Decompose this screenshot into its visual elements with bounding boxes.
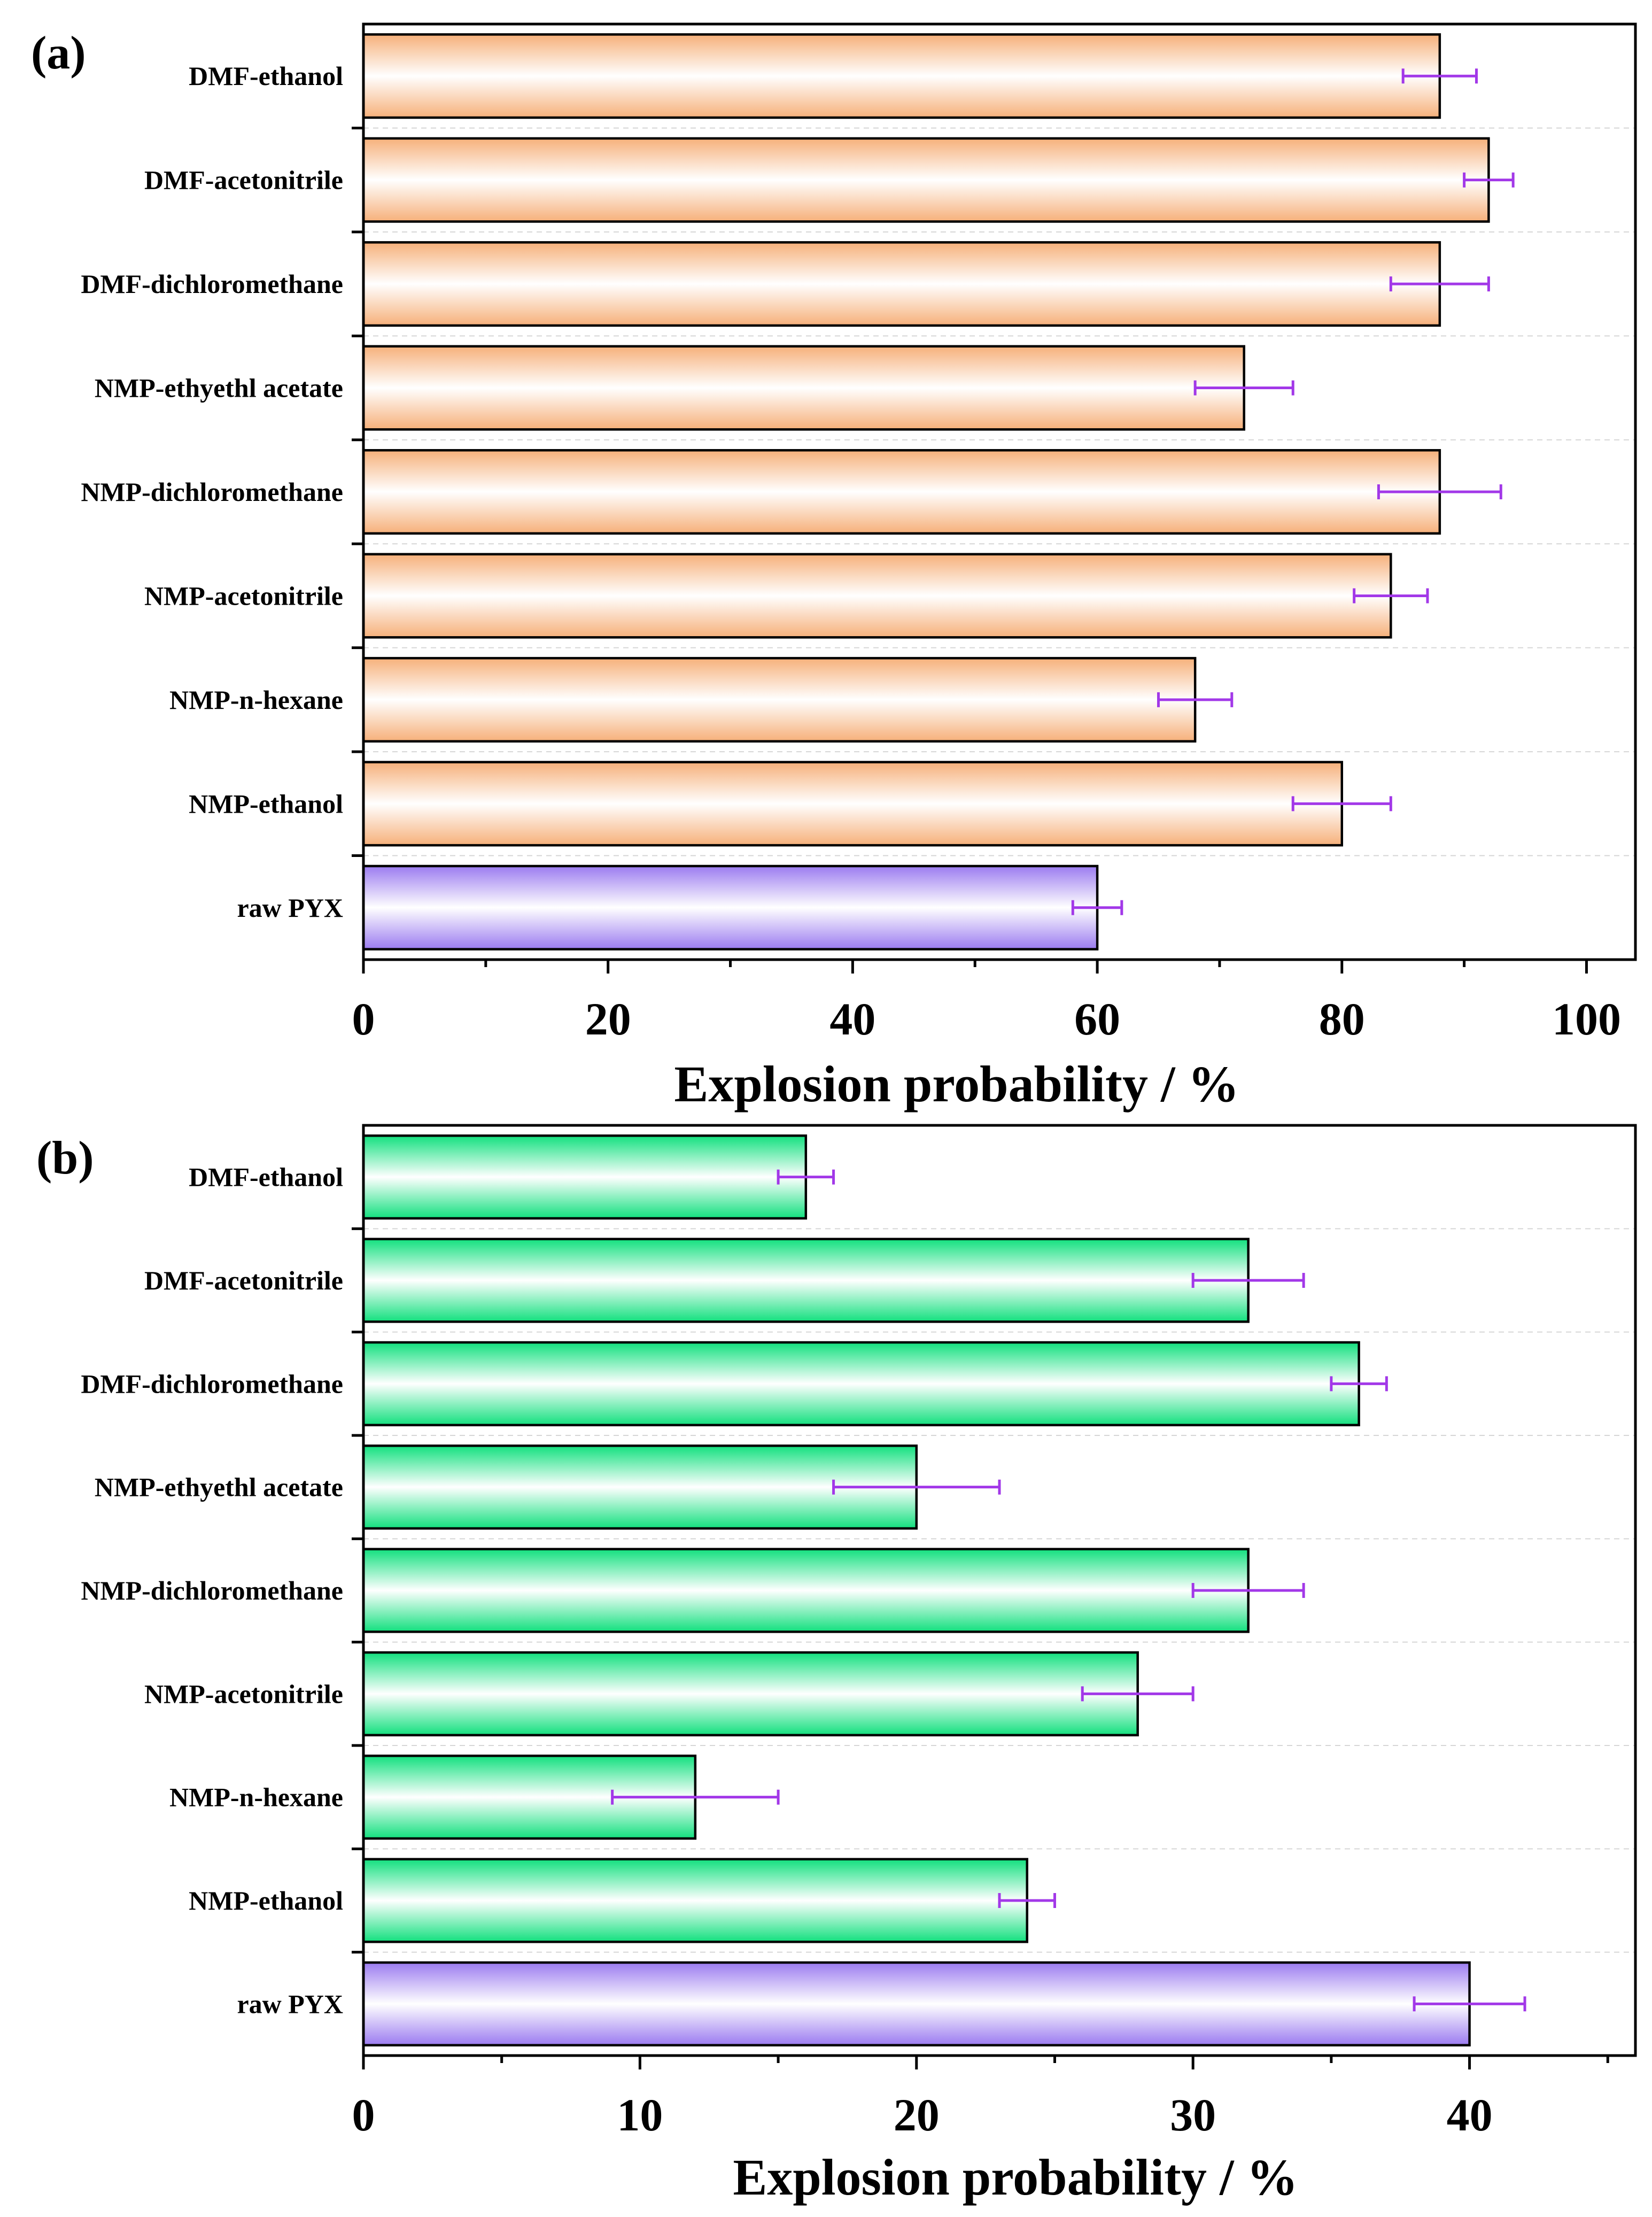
- panel-a-error-bar-nmp-ethanol: [1291, 796, 1392, 812]
- panel-b-category-label-dmf-dichloromethane: DMF-dichloromethane: [81, 1369, 343, 1399]
- panel-a-category-label-dmf-dichloromethane: DMF-dichloromethane: [81, 269, 343, 299]
- panel-a-bar-dmf-dichloromethane: [362, 241, 1441, 327]
- panel-a-chart: (a) Explosion probability / % DMF-ethano…: [31, 22, 1637, 1113]
- panel-b-error-bar-dmf-ethanol: [777, 1169, 835, 1185]
- panel-b-category-label-raw-pyx: raw PYX: [237, 1989, 343, 2019]
- panel-a-bar-nmp-acetonitrile: [362, 553, 1392, 639]
- panel-b-error-bar-nmp-acetonitrile: [1081, 1686, 1195, 1702]
- panel-b-category-label-nmp-dichloromethane: NMP-dichloromethane: [81, 1575, 343, 1605]
- panel-b-error-bar-nmp-n-hexane: [611, 1789, 780, 1805]
- panel-a-category-label-nmp-n-hexane: NMP-n-hexane: [169, 685, 343, 715]
- panel-b-error-bar-nmp-ethanol: [998, 1893, 1056, 1908]
- panel-a-error-bar-nmp-n-hexane: [1157, 692, 1234, 707]
- panel-a-bar-nmp-ethyethl-acetate: [362, 345, 1245, 431]
- panel-b-error-bar-dmf-acetonitrile: [1191, 1273, 1305, 1288]
- panel-a-category-label-nmp-acetonitrile: NMP-acetonitrile: [144, 581, 343, 611]
- panel-b-bar-dmf-acetonitrile: [362, 1238, 1250, 1323]
- panel-a-category-label-dmf-ethanol: DMF-ethanol: [189, 61, 343, 91]
- panel-a-error-bar-dmf-acetonitrile: [1463, 172, 1515, 188]
- panel-a-x-tick-label: 0: [352, 993, 375, 1045]
- panel-b-bar-nmp-ethyethl-acetate: [362, 1444, 918, 1530]
- panel-b-x-tick-label: 0: [352, 2089, 375, 2141]
- panel-b-plot-frame: [362, 1124, 1637, 2057]
- panel-b-bar-nmp-ethanol: [362, 1858, 1028, 1943]
- panel-b-x-tick-label: 30: [1170, 2089, 1216, 2141]
- panel-b-error-bar-raw-pyx: [1413, 1996, 1526, 2012]
- panel-b-x-tick-label: 20: [894, 2089, 940, 2141]
- panel-b-category-label-nmp-n-hexane: NMP-n-hexane: [169, 1782, 343, 1812]
- panel-a-x-tick-label: 40: [829, 993, 875, 1045]
- panel-b-category-label-nmp-acetonitrile: NMP-acetonitrile: [144, 1679, 343, 1709]
- panel-b-bar-raw-pyx: [362, 1961, 1471, 2046]
- panel-a-plot-frame: [362, 22, 1637, 961]
- panel-a-bar-dmf-ethanol: [362, 33, 1441, 119]
- panel-b-x-tick-label: 10: [617, 2089, 663, 2141]
- panel-b-x-tick-label: 40: [1447, 2089, 1493, 2141]
- panel-b-category-label-dmf-ethanol: DMF-ethanol: [189, 1162, 343, 1192]
- panel-b-error-bar-nmp-ethyethl-acetate: [832, 1479, 1001, 1495]
- panel-b-category-label-nmp-ethanol: NMP-ethanol: [189, 1886, 343, 1915]
- panel-a-x-axis-title: Explosion probability / %: [674, 1055, 1239, 1113]
- panel-a-bar-raw-pyx: [362, 864, 1099, 951]
- panel-a-error-bar-nmp-dichloromethane: [1377, 484, 1502, 499]
- panel-a-label: (a): [31, 27, 86, 79]
- panel-a-error-bar-dmf-dichloromethane: [1389, 276, 1490, 292]
- panel-a-x-tick-label: 80: [1319, 993, 1365, 1045]
- panel-b-error-bar-nmp-dichloromethane: [1191, 1583, 1305, 1598]
- panel-a-category-label-nmp-ethyethl-acetate: NMP-ethyethl acetate: [95, 373, 343, 403]
- panel-a-bar-nmp-ethanol: [362, 761, 1344, 847]
- panel-b-category-label-dmf-acetonitrile: DMF-acetonitrile: [144, 1265, 343, 1295]
- panel-a-error-bar-nmp-ethyethl-acetate: [1193, 380, 1294, 396]
- panel-a-x-tick-label: 20: [585, 993, 631, 1045]
- panel-b-error-bar-dmf-dichloromethane: [1330, 1376, 1388, 1392]
- panel-b-label: (b): [36, 1132, 94, 1184]
- panel-a-category-label-nmp-ethanol: NMP-ethanol: [189, 789, 343, 818]
- panel-b-chart: (b) Explosion probability / % DMF-ethano…: [36, 1124, 1637, 2206]
- panel-a-x-tick-label: 100: [1552, 993, 1621, 1045]
- panel-b-bar-dmf-dichloromethane: [362, 1341, 1360, 1426]
- panel-b-bar-nmp-acetonitrile: [362, 1651, 1139, 1736]
- panel-a-error-bar-raw-pyx: [1071, 900, 1123, 915]
- panel-b-bar-dmf-ethanol: [362, 1134, 808, 1220]
- panel-b-x-axis-title: Explosion probability / %: [733, 2149, 1298, 2206]
- panel-a-x-tick-label: 60: [1074, 993, 1120, 1045]
- panel-a-error-bar-dmf-ethanol: [1401, 68, 1478, 84]
- panel-a-error-bar-nmp-acetonitrile: [1353, 588, 1429, 604]
- panel-a-category-label-dmf-acetonitrile: DMF-acetonitrile: [144, 165, 343, 195]
- panel-a-category-label-raw-pyx: raw PYX: [237, 893, 343, 923]
- panel-a-category-label-nmp-dichloromethane: NMP-dichloromethane: [81, 477, 343, 507]
- panel-a-bar-nmp-dichloromethane: [362, 449, 1441, 535]
- panel-b-bar-nmp-dichloromethane: [362, 1548, 1250, 1633]
- panel-a-bar-nmp-n-hexane: [362, 656, 1197, 743]
- panel-b-category-label-nmp-ethyethl-acetate: NMP-ethyethl acetate: [95, 1472, 343, 1502]
- panel-a-bar-dmf-acetonitrile: [362, 137, 1490, 223]
